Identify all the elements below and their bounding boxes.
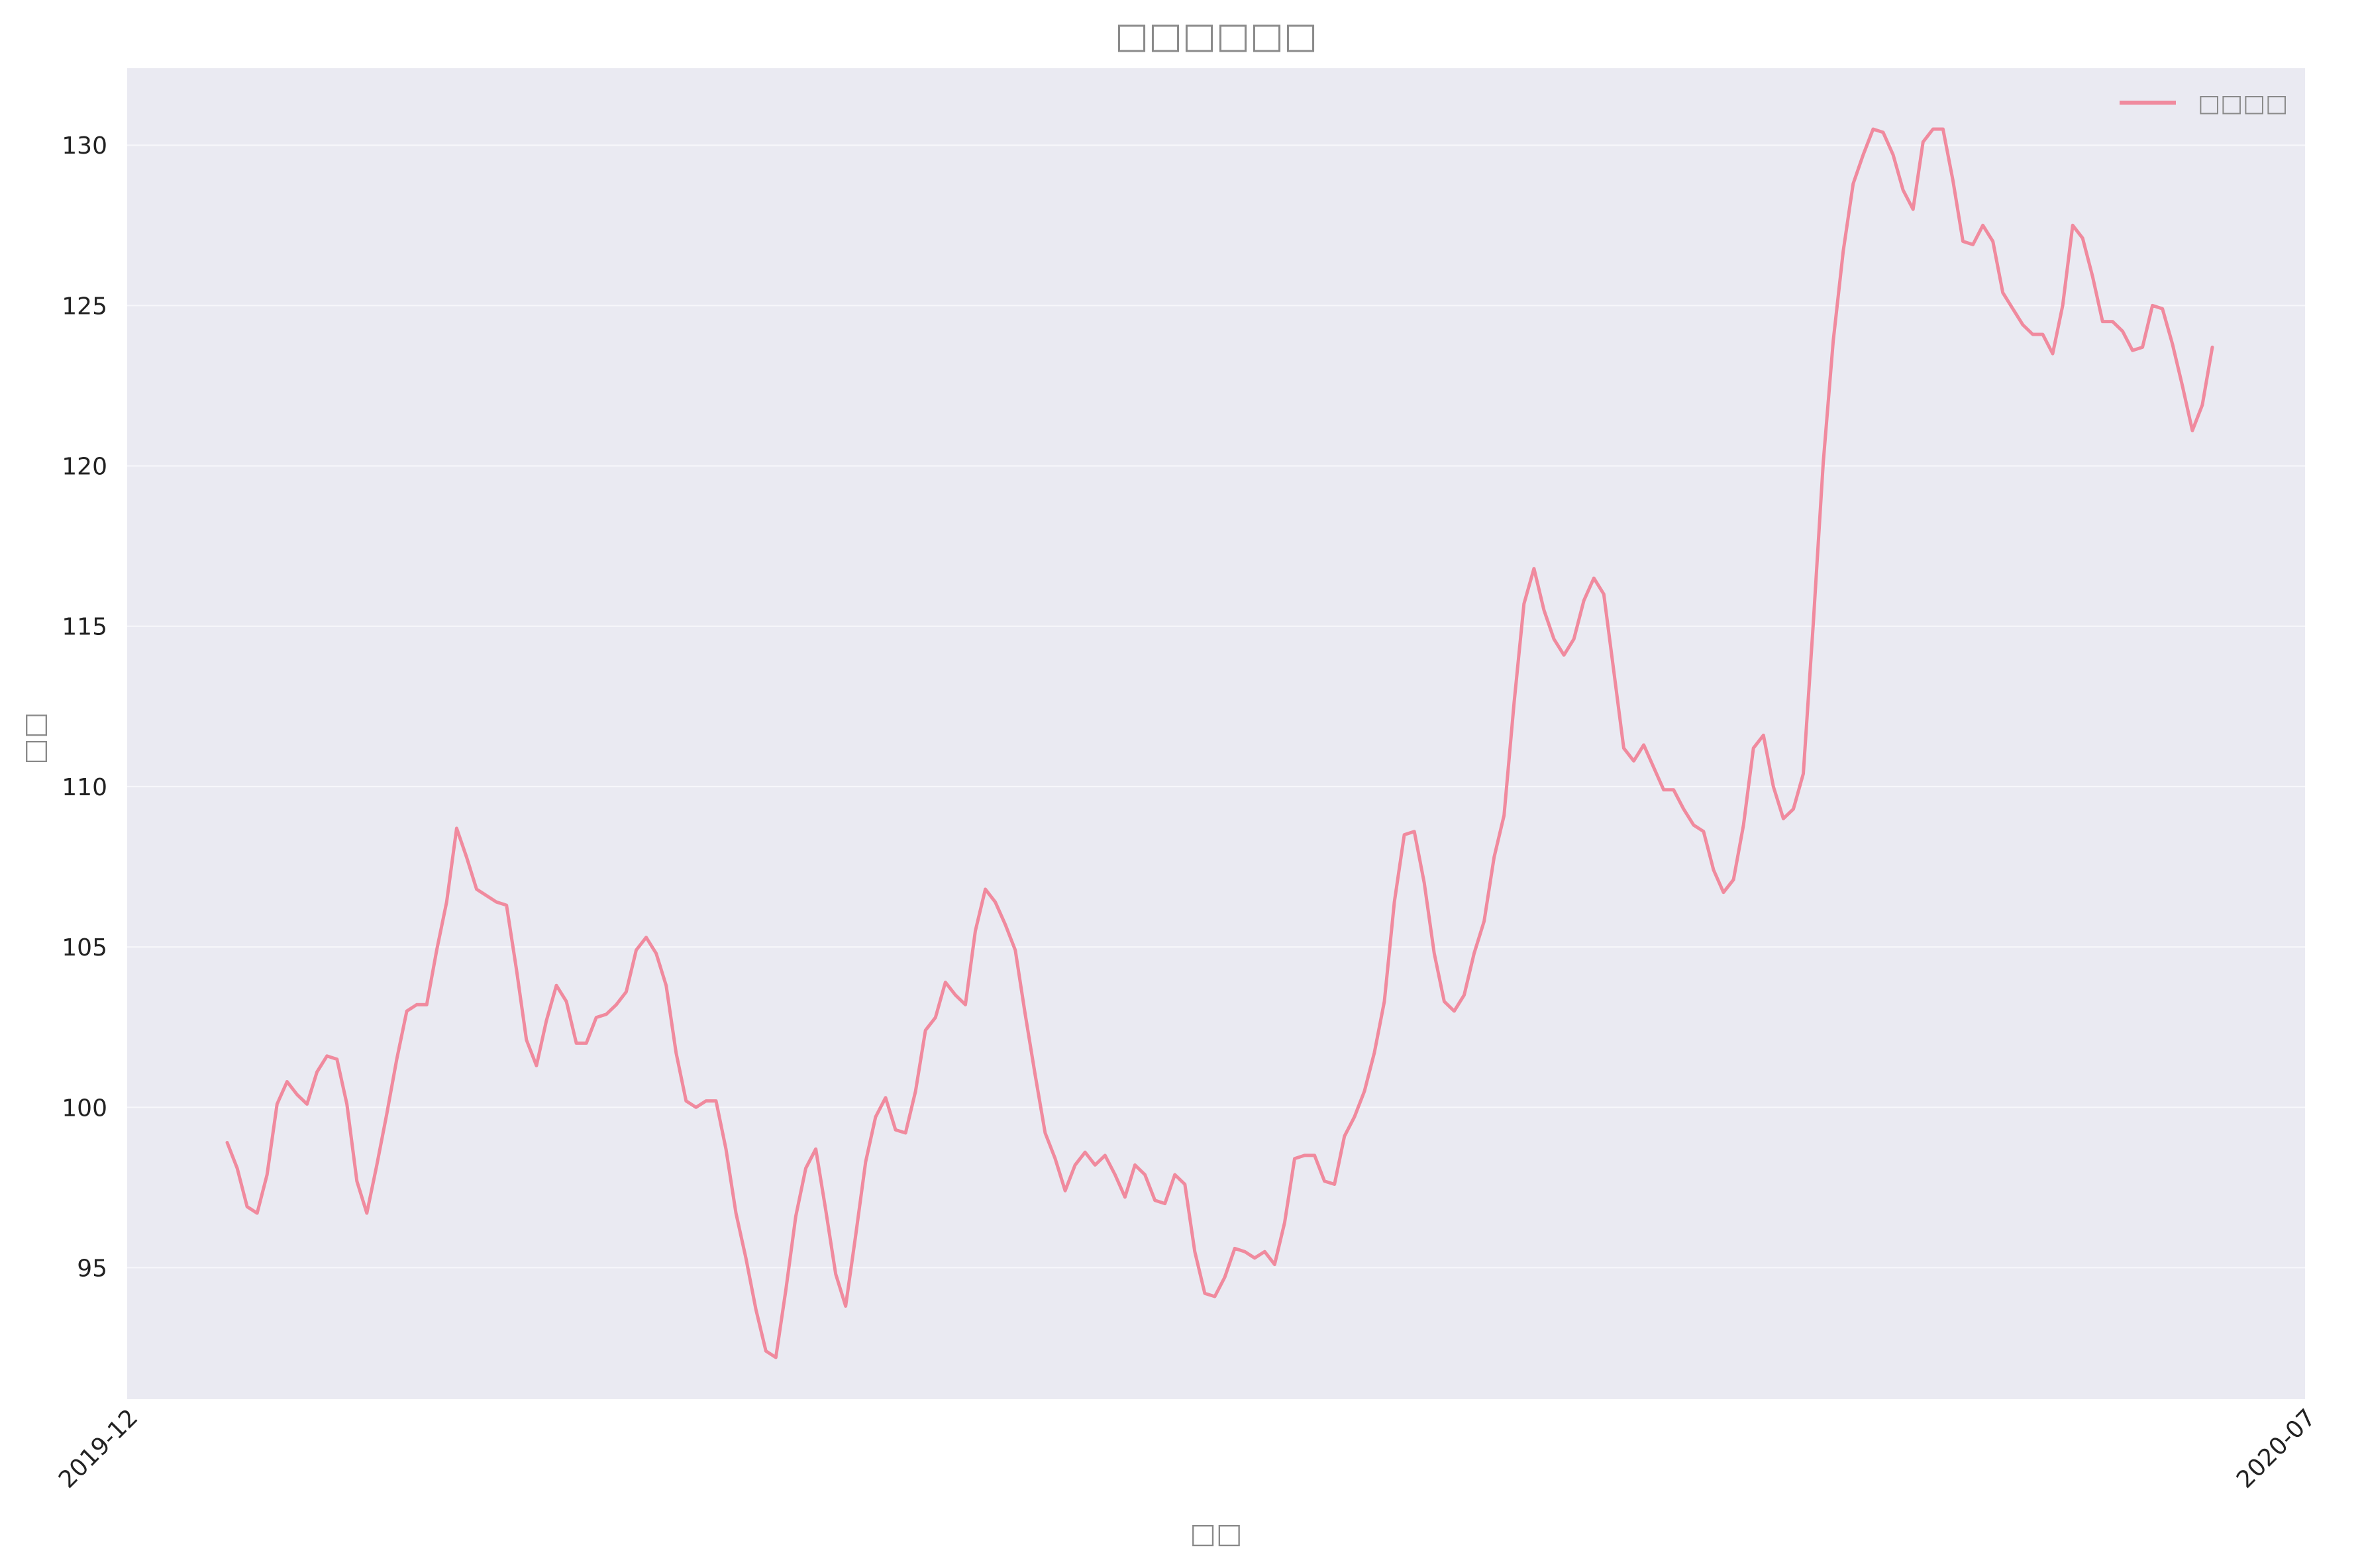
grid-lines <box>127 144 2305 1269</box>
legend: □□□□ <box>2120 90 2288 117</box>
y-tick-label: 115 <box>62 614 107 641</box>
y-tick-label: 110 <box>62 774 107 801</box>
y-tick-label: 105 <box>62 934 107 961</box>
y-axis-ticks: 95 100 105 110 115 120 125 130 <box>62 132 107 1282</box>
plot-area <box>127 68 2305 1399</box>
x-axis-title: □□ <box>1190 1517 1242 1549</box>
y-tick-label: 125 <box>62 293 107 320</box>
y-tick-label: 130 <box>62 132 107 160</box>
y-axis-title: □□ <box>18 712 50 764</box>
chart-title: □□□□□□ <box>1115 15 1317 56</box>
y-tick-label: 100 <box>62 1095 107 1122</box>
x-tick-label: 2020-07 <box>2232 1404 2321 1493</box>
x-tick-label: 2019-12 <box>54 1404 143 1493</box>
series-line <box>225 127 2214 1359</box>
y-tick-label: 120 <box>62 454 107 481</box>
y-tick-label: 95 <box>77 1255 107 1282</box>
legend-label: □□□□ <box>2198 90 2288 117</box>
x-axis-ticks: 2019-12 2020-07 <box>54 1404 2321 1493</box>
